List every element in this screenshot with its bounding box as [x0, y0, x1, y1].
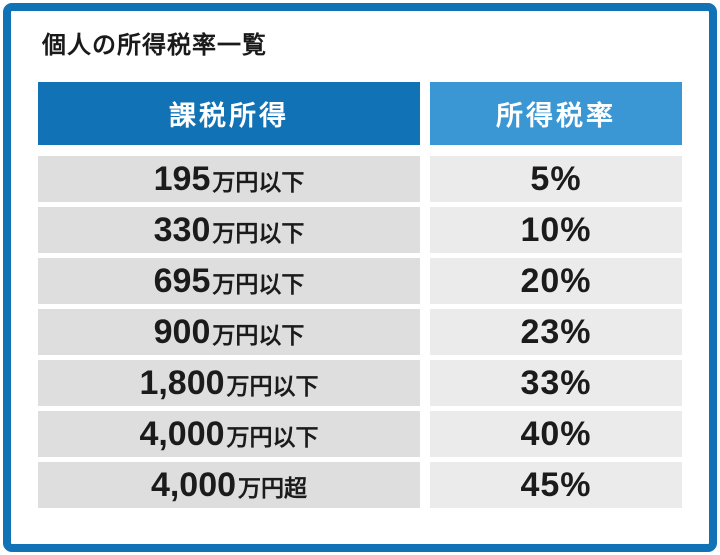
income-text: 330万円以下 [154, 211, 305, 250]
rate-text: 23% [520, 313, 591, 352]
rate-text: 5% [530, 160, 581, 199]
income-unit: 万円以下 [226, 423, 319, 450]
income-unit: 万円以下 [212, 270, 305, 297]
rate-text: 40% [520, 415, 591, 454]
income-text: 4,000万円超 [151, 466, 307, 505]
rate-text: 33% [520, 364, 591, 403]
rate-value: 20% [520, 261, 592, 300]
income-text: 900万円以下 [154, 313, 305, 352]
rate-text: 10% [520, 211, 591, 250]
rate-cell: 5% [430, 156, 682, 202]
rate-value: 23% [520, 312, 592, 351]
rate-cell: 20% [430, 258, 682, 304]
table-row: 330万円以下 10% [38, 207, 682, 253]
table-row: 1,800万円以下 33% [38, 360, 682, 406]
rate-value: 5% [530, 159, 582, 198]
income-cell: 4,000万円超 [38, 462, 420, 508]
income-text: 195万円以下 [154, 160, 305, 199]
income-cell: 195万円以下 [38, 156, 420, 202]
income-unit: 万円超 [238, 474, 308, 501]
income-text: 4,000万円以下 [139, 415, 318, 454]
rate-value: 40% [520, 414, 592, 453]
rate-value: 10% [520, 210, 592, 249]
income-value: 4,000 [139, 414, 225, 453]
header-cell-taxable-income: 課税所得 [38, 82, 420, 145]
income-cell: 695万円以下 [38, 258, 420, 304]
income-text: 695万円以下 [154, 262, 305, 301]
rate-cell: 45% [430, 462, 682, 508]
rate-text: 20% [520, 262, 591, 301]
income-value: 900 [153, 312, 211, 351]
income-value: 195 [153, 159, 211, 198]
rate-value: 33% [520, 363, 592, 402]
income-unit: 万円以下 [212, 219, 305, 246]
income-cell: 1,800万円以下 [38, 360, 420, 406]
income-cell: 900万円以下 [38, 309, 420, 355]
income-unit: 万円以下 [212, 168, 305, 195]
income-unit: 万円以下 [226, 372, 319, 399]
income-text: 1,800万円以下 [139, 364, 318, 403]
income-unit: 万円以下 [212, 321, 305, 348]
header-cell-income-tax-rate: 所得税率 [430, 82, 682, 145]
income-value: 330 [153, 210, 211, 249]
table-row: 195万円以下 5% [38, 156, 682, 202]
table-header-row: 課税所得 所得税率 [38, 82, 682, 145]
table-row: 4,000万円超 45% [38, 462, 682, 508]
table-row: 695万円以下 20% [38, 258, 682, 304]
income-cell: 330万円以下 [38, 207, 420, 253]
rate-value: 45% [520, 465, 592, 504]
income-value: 4,000 [150, 465, 237, 504]
rate-cell: 10% [430, 207, 682, 253]
page-title: 個人の所得税率一覧 [42, 32, 267, 59]
income-value: 1,800 [139, 363, 225, 402]
income-cell: 4,000万円以下 [38, 411, 420, 457]
rate-cell: 40% [430, 411, 682, 457]
rate-cell: 33% [430, 360, 682, 406]
income-value: 695 [153, 261, 211, 300]
table-row: 900万円以下 23% [38, 309, 682, 355]
rate-cell: 23% [430, 309, 682, 355]
rate-text: 45% [520, 466, 591, 505]
card-frame: 個人の所得税率一覧 課税所得 所得税率 195万円以下 5% 330万円以下 1… [3, 3, 717, 552]
tax-rate-table: 課税所得 所得税率 195万円以下 5% 330万円以下 10% 695万円以下 [38, 82, 682, 513]
table-row: 4,000万円以下 40% [38, 411, 682, 457]
